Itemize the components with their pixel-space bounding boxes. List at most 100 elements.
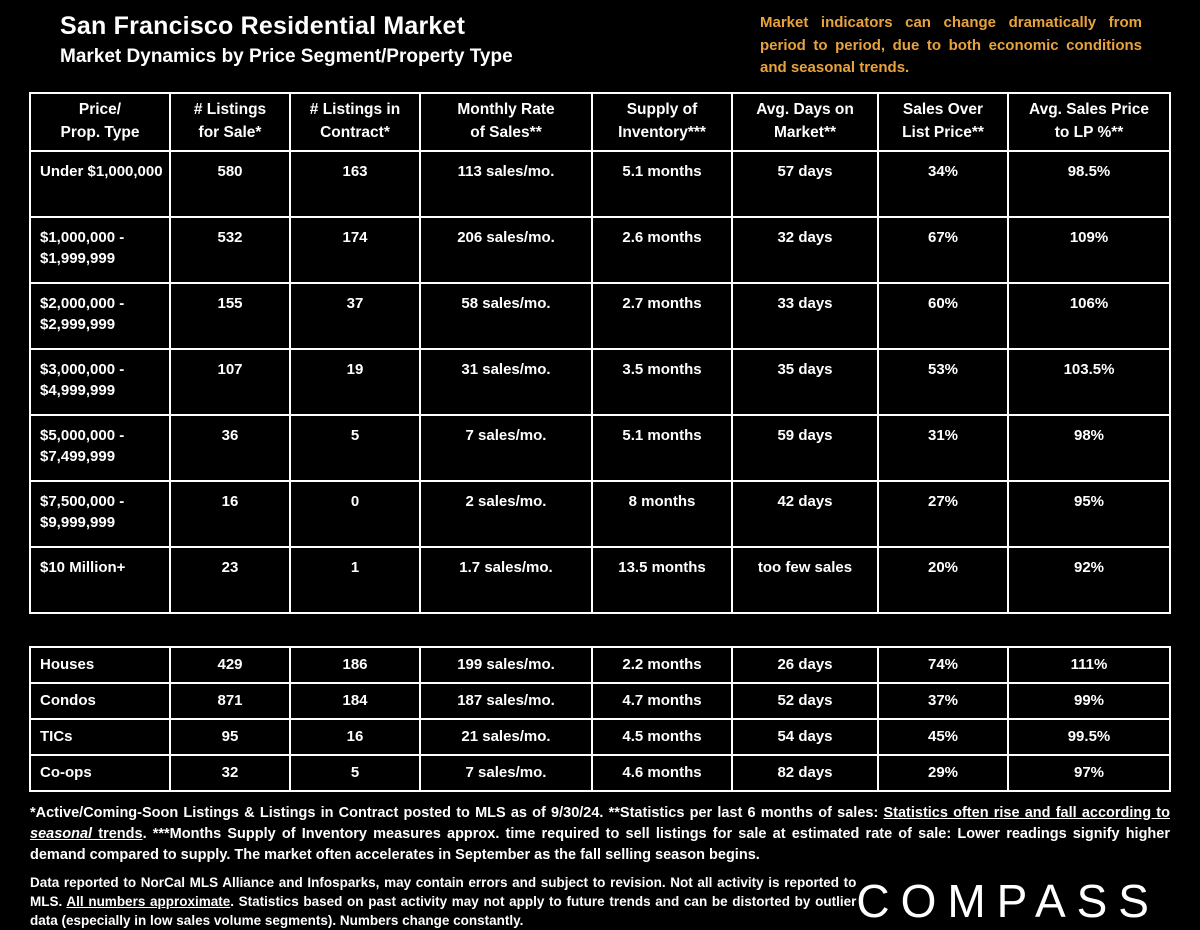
column-header-sales-price-to-lp: Avg. Sales Price to LP %** (1007, 91, 1171, 152)
value-cell: 29% (877, 753, 1009, 792)
footnote: *Active/Coming-Soon Listings & Listings … (30, 803, 1170, 866)
value-cell: too few sales (731, 545, 879, 614)
value-cell: 54 days (731, 717, 879, 756)
value-cell: 23 (169, 545, 291, 614)
value-cell: 2.2 months (591, 645, 733, 684)
value-cell: 871 (169, 681, 291, 720)
value-cell: 37% (877, 681, 1009, 720)
value-cell: 199 sales/mo. (419, 645, 593, 684)
value-cell: 111% (1007, 645, 1171, 684)
row-label-cell: $5,000,000 - $7,499,999 (29, 413, 171, 482)
table-row: Condos 871 184 187 sales/mo. 4.7 months 52 da… (29, 681, 1171, 720)
value-cell: 45% (877, 717, 1009, 756)
row-label-cell: $7,500,000 - $9,999,999 (29, 479, 171, 548)
value-cell: 4.7 months (591, 681, 733, 720)
table-row: Co-ops 32 5 7 sales/mo. 4.6 months 82 days 29%… (29, 753, 1171, 792)
value-cell: 58 sales/mo. (419, 281, 593, 350)
value-cell: 4.5 months (591, 717, 733, 756)
value-cell: 7 sales/mo. (419, 413, 593, 482)
value-cell: 98% (1007, 413, 1171, 482)
value-cell: 33 days (731, 281, 879, 350)
value-cell: 8 months (591, 479, 733, 548)
value-cell: 2.7 months (591, 281, 733, 350)
disclaimer: Data reported to NorCal MLS Alliance and… (30, 873, 856, 930)
table-row: $1,000,000 - $1,999,999 532 174 206 sales/m… (29, 215, 1171, 284)
footnote-underlined-text: trends (92, 825, 143, 842)
value-cell: 5.1 months (591, 413, 733, 482)
value-cell: 580 (169, 149, 291, 218)
market-indicators-note: Market indicators can change dramaticall… (760, 14, 1142, 76)
column-header-sales-over-list: Sales Over List Price** (877, 91, 1009, 152)
table-row: $10 Million+ 23 1 1.7 sales/mo. 13.5 months t… (29, 545, 1171, 614)
value-cell: 32 (169, 753, 291, 792)
table-row: $5,000,000 - $7,499,999 36 5 7 sales/mo. 5.1… (29, 413, 1171, 482)
value-cell: 53% (877, 347, 1009, 416)
value-cell: 3.5 months (591, 347, 733, 416)
header-area: San Francisco Residential Market Market … (0, 10, 1200, 84)
value-cell: 35 days (731, 347, 879, 416)
row-label-cell: $1,000,000 - $1,999,999 (29, 215, 171, 284)
value-cell: 187 sales/mo. (419, 681, 593, 720)
value-cell: 97% (1007, 753, 1171, 792)
value-cell: 1.7 sales/mo. (419, 545, 593, 614)
value-cell: 2 sales/mo. (419, 479, 593, 548)
value-cell: 92% (1007, 545, 1171, 614)
table-row: TICs 95 16 21 sales/mo. 4.5 months 54 days 45%… (29, 717, 1171, 756)
value-cell: 184 (289, 681, 421, 720)
value-cell: 7 sales/mo. (419, 753, 593, 792)
value-cell: 31 sales/mo. (419, 347, 593, 416)
column-header-price-type: Price/ Prop. Type (29, 91, 171, 152)
value-cell: 31% (877, 413, 1009, 482)
value-cell: 106% (1007, 281, 1171, 350)
value-cell: 103.5% (1007, 347, 1171, 416)
value-cell: 95 (169, 717, 291, 756)
footnote-italic-text: seasonal (30, 825, 93, 842)
section-gap (0, 614, 1200, 638)
value-cell: 57 days (731, 149, 879, 218)
footnote-text: *Active/Coming-Soon Listings & Listings … (30, 804, 884, 821)
row-label-cell: Co-ops (29, 753, 171, 792)
column-header-listings-for-sale: # Listings for Sale* (169, 91, 291, 152)
value-cell: 109% (1007, 215, 1171, 284)
column-header-supply-inventory: Supply of Inventory*** (591, 91, 733, 152)
value-cell: 155 (169, 281, 291, 350)
value-cell: 113 sales/mo. (419, 149, 593, 218)
page-title: San Francisco Residential Market (60, 12, 466, 40)
row-label-cell: Under $1,000,000 (29, 149, 171, 218)
table-row: $7,500,000 - $9,999,999 16 0 2 sales/mo. 8 m… (29, 479, 1171, 548)
slide: San Francisco Residential Market Market … (0, 10, 1200, 928)
value-cell: 98.5% (1007, 149, 1171, 218)
value-cell: 532 (169, 215, 291, 284)
value-cell: 20% (877, 545, 1009, 614)
value-cell: 95% (1007, 479, 1171, 548)
value-cell: 21 sales/mo. (419, 717, 593, 756)
column-header-listings-in-contract: # Listings in Contract* (289, 91, 421, 152)
disclaimer-underlined-text: All numbers approximate (66, 893, 231, 909)
row-label-cell: Condos (29, 681, 171, 720)
value-cell: 5 (289, 413, 421, 482)
footnote-text: . ***Months Supply of Inventory measures… (30, 825, 1171, 863)
table-row: Under $1,000,000 580 163 113 sales/mo. 5.1 m… (29, 149, 1171, 218)
value-cell: 26 days (731, 645, 879, 684)
value-cell: 5.1 months (591, 149, 733, 218)
row-label-cell: $10 Million+ (29, 545, 171, 614)
footnote-underlined-text: Statistics often rise and fall according… (883, 804, 1170, 821)
bottom-area: Data reported to NorCal MLS Alliance and… (30, 873, 1160, 930)
value-cell: 174 (289, 215, 421, 284)
value-cell: 16 (169, 479, 291, 548)
column-header-avg-days: Avg. Days on Market** (731, 91, 879, 152)
value-cell: 52 days (731, 681, 879, 720)
value-cell: 67% (877, 215, 1009, 284)
value-cell: 27% (877, 479, 1009, 548)
value-cell: 4.6 months (591, 753, 733, 792)
value-cell: 13.5 months (591, 545, 733, 614)
price-segment-body: Under $1,000,000 580 163 113 sales/mo. 5.1 m… (29, 149, 1171, 614)
row-label-cell: TICs (29, 717, 171, 756)
value-cell: 206 sales/mo. (419, 215, 593, 284)
column-header-monthly-rate: Monthly Rate of Sales** (419, 91, 593, 152)
value-cell: 99% (1007, 681, 1171, 720)
row-label-cell: $2,000,000 - $2,999,999 (29, 281, 171, 350)
value-cell: 2.6 months (591, 215, 733, 284)
table-row: $3,000,000 - $4,999,999 107 19 31 sales/mo.… (29, 347, 1171, 416)
value-cell: 186 (289, 645, 421, 684)
